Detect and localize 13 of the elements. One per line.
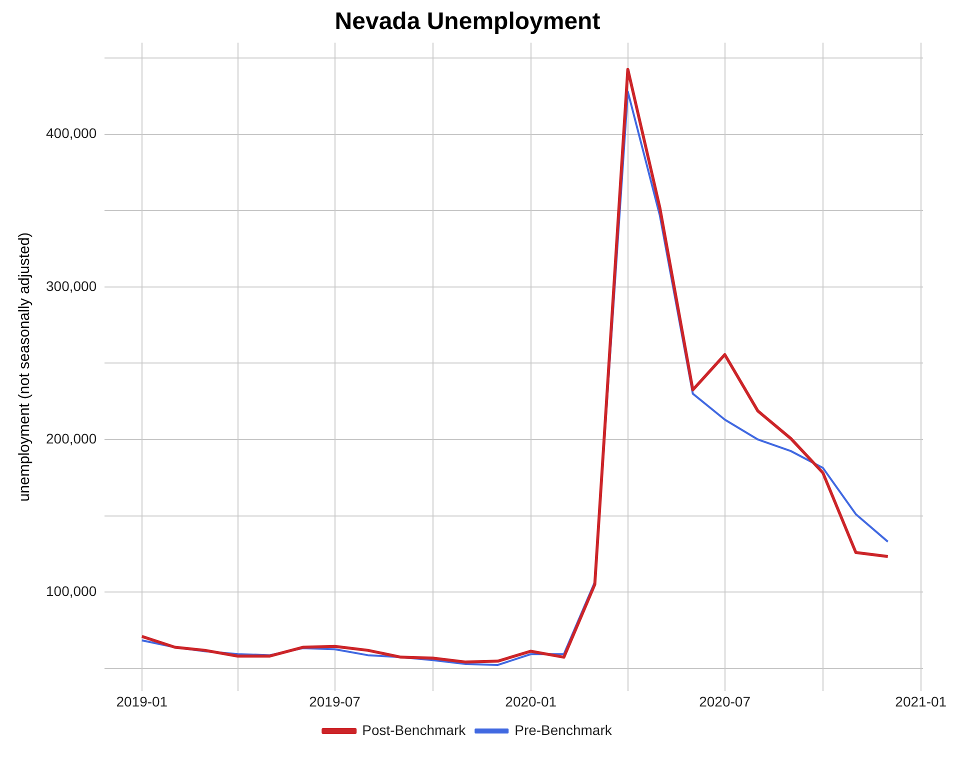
x-tick-label: 2019-07 <box>309 693 361 710</box>
legend-label: Post-Benchmark <box>362 722 467 738</box>
x-tick-label: 2021-01 <box>895 693 947 710</box>
y-tick-label: 300,000 <box>46 278 97 294</box>
x-tick-label: 2020-07 <box>699 693 751 710</box>
y-tick-label: 200,000 <box>46 430 97 446</box>
y-tick-label: 100,000 <box>46 582 97 599</box>
x-tick-label: 2020-01 <box>505 693 557 710</box>
legend-label: Pre-Benchmark <box>514 722 613 738</box>
chart-title: Nevada Unemployment <box>334 8 600 36</box>
y-axis-title: unemployment (not seasonally adjusted) <box>16 232 34 502</box>
y-tick-label: 400,000 <box>46 125 97 142</box>
x-tick-label: 2019-01 <box>116 693 168 710</box>
